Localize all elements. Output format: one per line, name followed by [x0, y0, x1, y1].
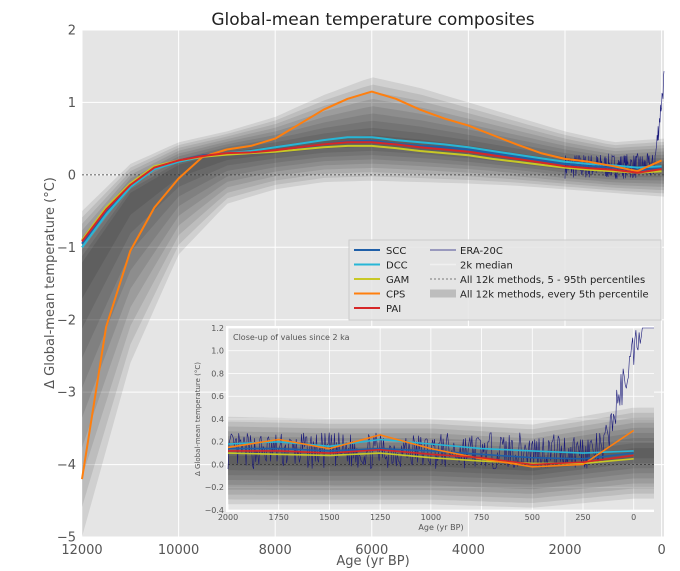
legend-box [348, 239, 662, 321]
y-tick-label: −0.2 [205, 483, 224, 492]
series-line-cps [227, 429, 635, 468]
y-axis-label: Δ Global-mean temperature (°C) [43, 177, 58, 389]
era-20c-line [227, 327, 654, 470]
inset-era-20c-series [227, 327, 654, 470]
main-series-lines [81, 90, 663, 480]
legend-label-scc: SCC [386, 246, 406, 257]
x-tick-label: 1250 [370, 513, 390, 522]
legend-label: All 12k methods, every 5th percentile [460, 290, 649, 301]
inset-title: Close-up of values since 2 ka [233, 333, 350, 342]
main-percentile-bands [82, 77, 664, 538]
x-tick-label: 6000 [355, 543, 388, 558]
y-tick-label: 0 [68, 168, 76, 183]
inset-x-ticks: 2000 1750 1500 1250 1000 750 500 250 0 [218, 513, 636, 522]
x-tick-label: 8000 [259, 543, 292, 558]
legend: SCC DCC GAM CPS PAI ERA-20C 2k median All 12k m… [348, 239, 662, 321]
era-20c-line [564, 71, 665, 179]
y-tick-label: −5 [57, 531, 76, 546]
legend-label-gam: GAM [386, 275, 409, 286]
x-tick-label: 750 [474, 513, 489, 522]
legend-label-pai: PAI [386, 304, 401, 315]
y-tick-label: −2 [57, 313, 76, 328]
chart-title: Global-mean temperature composites [211, 10, 534, 30]
y-tick-label: −1 [57, 241, 76, 256]
x-tick-label: 1750 [269, 513, 289, 522]
percentile-band [82, 84, 664, 508]
x-tick-label: 500 [525, 513, 540, 522]
x-tick-label: 1000 [421, 513, 441, 522]
main-x-ticks: 12000 10000 8000 6000 4000 2000 0 [61, 543, 665, 558]
legend-label: All 12k methods, 5 - 95th percentiles [460, 275, 645, 286]
x-tick-label: 2000 [548, 543, 581, 558]
y-tick-label: −4 [57, 458, 76, 473]
y-tick-label: −0.4 [205, 506, 224, 515]
x-tick-label: 4000 [452, 543, 485, 558]
percentile-band [82, 77, 664, 538]
percentile-band [82, 99, 664, 448]
legend-label: ERA-20C [460, 246, 503, 257]
percentile-band [82, 91, 664, 478]
legend-swatch-band [430, 289, 456, 298]
inset-y-axis-label: Δ Global-mean temperature (°C) [194, 362, 202, 476]
series-line-dcc [81, 136, 662, 248]
y-tick-label: 1.2 [211, 324, 224, 333]
inset-grid [227, 327, 654, 511]
y-tick-label: 0.2 [211, 438, 224, 447]
x-tick-label: 0 [657, 543, 665, 558]
series-line-pai [228, 448, 634, 466]
series-line-cps [81, 90, 663, 480]
legend-label-cps: CPS [386, 290, 405, 301]
inset-x-axis-label: Age (yr BP) [418, 523, 463, 532]
x-axis-label: Age (yr BP) [336, 554, 409, 569]
main-y-ticks: −5 −4 −3 −2 −1 0 1 2 [57, 24, 76, 546]
inset-series-lines [227, 429, 635, 468]
y-tick-label: 0.0 [211, 460, 224, 469]
inset-y-ticks: −0.4 −0.2 0.0 0.2 0.4 0.6 0.8 1.0 1.2 [205, 324, 224, 515]
legend-label: 2k median [460, 261, 513, 272]
y-tick-label: 0.8 [211, 369, 224, 378]
x-tick-label: 250 [575, 513, 590, 522]
legend-label-dcc: DCC [386, 261, 408, 272]
x-tick-label: 2000 [218, 513, 238, 522]
x-tick-label: 10000 [158, 543, 199, 558]
x-tick-label: 12000 [61, 543, 102, 558]
series-line-scc [228, 447, 634, 460]
y-tick-label: 1 [68, 96, 76, 111]
main-era-20c-series [564, 71, 665, 179]
x-tick-label: 1500 [319, 513, 339, 522]
y-tick-label: 0.6 [211, 392, 224, 401]
series-line-pai [81, 141, 662, 243]
inset-chart: 2000 1750 1500 1250 1000 750 500 250 0 −0.4 −0.2 0… [194, 324, 654, 532]
x-tick-label: 0 [631, 513, 636, 522]
y-tick-label: −3 [57, 386, 76, 401]
y-tick-label: 1.0 [211, 347, 224, 356]
y-tick-label: 0.4 [211, 415, 224, 424]
y-tick-label: 2 [68, 24, 76, 39]
